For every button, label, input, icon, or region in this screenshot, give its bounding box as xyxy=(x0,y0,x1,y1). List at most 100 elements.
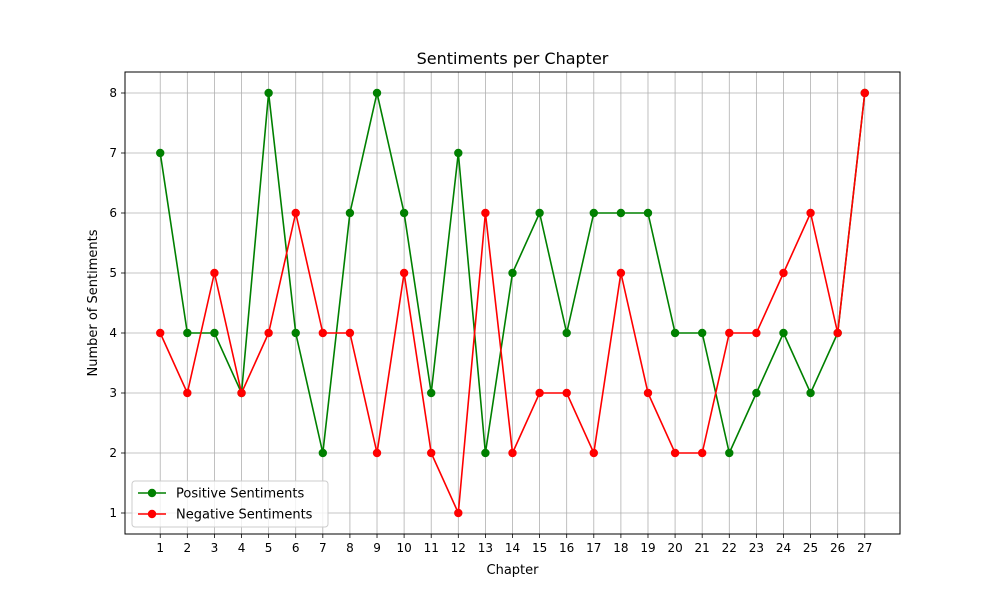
x-tick-label: 5 xyxy=(265,541,273,555)
y-tick-label: 5 xyxy=(109,266,117,280)
legend-item-positive-sentiments: Positive Sentiments xyxy=(138,487,304,502)
negative-sentiments-point xyxy=(237,388,246,398)
positive-sentiments-point xyxy=(779,328,788,338)
negative-sentiments-point xyxy=(183,388,192,398)
x-tick-label: 13 xyxy=(478,541,493,555)
x-tick-label: 6 xyxy=(292,541,300,555)
negative-sentiments-point xyxy=(697,448,707,458)
negative-sentiments-point xyxy=(616,268,626,278)
x-tick-label: 10 xyxy=(396,541,411,555)
legend-item-negative-sentiments: Negative Sentiments xyxy=(138,508,313,523)
grid-lines xyxy=(125,72,900,534)
x-tick-label: 24 xyxy=(776,541,791,555)
positive-sentiments-point xyxy=(535,208,544,218)
y-tick-label: 2 xyxy=(109,446,117,460)
positive-sentiments-point xyxy=(210,328,219,338)
negative-sentiments-point xyxy=(670,448,680,458)
negative-sentiments-point xyxy=(725,328,734,338)
y-tick-label: 1 xyxy=(109,506,117,520)
x-tick-label: 16 xyxy=(559,541,574,555)
y-tick-label: 7 xyxy=(109,146,117,160)
legend: Positive Sentiments Negative Sentiments xyxy=(131,480,329,528)
positive-sentiments-point xyxy=(670,328,680,338)
negative-sentiments-point xyxy=(779,268,788,278)
x-tick-label: 11 xyxy=(424,541,439,555)
x-tick-label: 17 xyxy=(586,541,601,555)
positive-sentiments-point xyxy=(427,388,436,398)
x-tick-label: 14 xyxy=(505,541,520,555)
x-axis-ticks: 1 2 3 4 5 6 7 8 9 10 11 12 13 14 15 16 17 18 19 20 21 22 23 24 2… xyxy=(156,534,872,555)
y-tick-label: 4 xyxy=(109,326,117,340)
legend-box xyxy=(131,480,329,528)
positive-sentiments-point xyxy=(372,88,382,98)
positive-sentiments-point xyxy=(291,328,300,338)
x-tick-label: 8 xyxy=(346,541,354,555)
negative-sentiments-point xyxy=(372,448,382,458)
y-axis-label: Number of Sentiments xyxy=(86,229,101,376)
legend-swatch-marker xyxy=(147,488,157,498)
negative-sentiments-point xyxy=(454,508,463,518)
negative-sentiments-point xyxy=(589,448,598,458)
y-axis-ticks: 1 2 3 4 5 6 7 8 xyxy=(109,86,125,520)
negative-sentiments-series xyxy=(156,88,869,518)
negative-sentiments-point xyxy=(345,328,355,338)
x-tick-label: 2 xyxy=(184,541,192,555)
positive-sentiments-point xyxy=(806,388,815,398)
x-tick-label: 3 xyxy=(211,541,219,555)
x-tick-label: 20 xyxy=(667,541,682,555)
chart-title: Sentiments per Chapter xyxy=(417,49,609,68)
negative-sentiments-point xyxy=(399,268,409,278)
positive-sentiments-point xyxy=(264,88,273,98)
positive-sentiments-point xyxy=(508,268,517,278)
negative-sentiments-point xyxy=(291,208,300,218)
negative-sentiments-point xyxy=(156,328,165,338)
x-tick-label: 23 xyxy=(749,541,764,555)
x-tick-label: 7 xyxy=(319,541,327,555)
positive-sentiments-point xyxy=(725,448,734,458)
x-tick-label: 9 xyxy=(373,541,381,555)
negative-sentiments-point xyxy=(427,448,436,458)
positive-sentiments-point xyxy=(589,208,598,218)
legend-label: Negative Sentiments xyxy=(176,508,313,523)
positive-sentiments-point xyxy=(399,208,409,218)
positive-sentiments-point xyxy=(562,328,571,338)
negative-sentiments-point xyxy=(806,208,815,218)
x-tick-label: 27 xyxy=(857,541,872,555)
x-axis-label: Chapter xyxy=(487,563,540,578)
x-tick-label: 18 xyxy=(613,541,628,555)
negative-sentiments-point xyxy=(752,328,761,338)
negative-sentiments-point xyxy=(562,388,571,398)
positive-sentiments-point xyxy=(454,148,463,158)
negative-sentiments-point xyxy=(481,208,490,218)
y-tick-label: 3 xyxy=(109,386,117,400)
y-tick-label: 8 xyxy=(109,86,117,100)
x-tick-label: 22 xyxy=(722,541,737,555)
x-tick-label: 15 xyxy=(532,541,547,555)
positive-sentiments-point xyxy=(318,448,328,458)
x-tick-label: 21 xyxy=(695,541,710,555)
x-tick-label: 26 xyxy=(830,541,845,555)
positive-sentiments-point xyxy=(156,148,165,158)
negative-sentiments-point xyxy=(535,388,544,398)
negative-sentiments-point xyxy=(508,448,517,458)
x-tick-label: 12 xyxy=(451,541,466,555)
positive-sentiments-point xyxy=(183,328,192,338)
negative-sentiments-point xyxy=(210,268,219,278)
positive-sentiments-point xyxy=(481,448,490,458)
positive-sentiments-series xyxy=(156,88,869,458)
x-tick-label: 4 xyxy=(238,541,246,555)
negative-sentiments-point xyxy=(833,328,842,338)
x-tick-label: 19 xyxy=(640,541,655,555)
x-tick-label: 25 xyxy=(803,541,818,555)
negative-sentiments-point xyxy=(860,88,869,98)
positive-sentiments-point xyxy=(697,328,707,338)
legend-swatch-marker xyxy=(147,509,157,519)
negative-sentiments-point xyxy=(318,328,328,338)
positive-sentiments-point xyxy=(345,208,355,218)
y-tick-label: 6 xyxy=(109,206,117,220)
x-tick-label: 1 xyxy=(156,541,164,555)
legend-label: Positive Sentiments xyxy=(176,487,304,502)
positive-sentiments-point xyxy=(643,208,653,218)
series-layer xyxy=(156,88,869,518)
